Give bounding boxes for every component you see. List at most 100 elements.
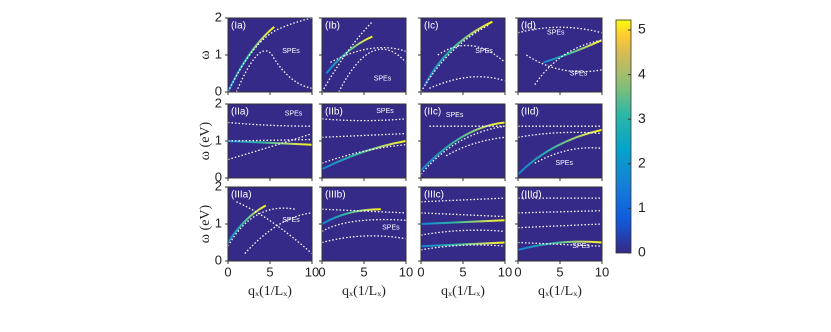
x-tick-label: 10	[399, 264, 413, 279]
spe-label: SPEs	[282, 48, 300, 55]
dotted-curve	[228, 123, 312, 127]
y-axis-label: ω (eV)	[198, 204, 213, 243]
dotted-curve	[228, 208, 295, 246]
panel-label: (Id)	[521, 21, 536, 32]
x-axis-label: qₓ(1/Lₓ)	[342, 284, 386, 299]
dotted-curve	[322, 119, 406, 121]
panel-curves	[228, 123, 312, 160]
mode-curve	[228, 141, 312, 145]
dotted-curve	[322, 236, 406, 243]
mode-curve	[421, 220, 505, 224]
colorbar-tick-label: 2	[638, 155, 646, 171]
x-tick-label: 10	[498, 264, 512, 279]
y-tick-label: 1	[215, 46, 222, 61]
x-tick-label: 5	[556, 264, 563, 279]
dotted-curve	[421, 245, 505, 250]
dotted-curve	[535, 148, 602, 163]
dotted-curve	[518, 132, 602, 137]
spe-label: SPEs	[282, 217, 300, 224]
x-axis-label: qₓ(1/Lₓ)	[248, 284, 292, 299]
panel-label: (IIc)	[424, 107, 441, 118]
x-tick-label: 5	[266, 264, 273, 279]
mode-curve	[228, 27, 274, 92]
mode-curve	[518, 242, 602, 250]
dotted-curve	[322, 134, 406, 138]
x-tick-label: 0	[514, 264, 521, 279]
panel-label: (IIIb)	[325, 190, 346, 201]
x-tick-label: 5	[360, 264, 367, 279]
panel-curves	[518, 126, 602, 174]
panel-curves	[322, 22, 406, 92]
mode-curve	[326, 37, 372, 74]
y-tick-label: 0	[215, 252, 222, 267]
spe-label: SPEs	[446, 112, 464, 119]
dotted-curve	[518, 243, 602, 247]
spe-label: SPEs	[570, 70, 588, 77]
mode-curve	[421, 243, 505, 247]
dotted-curve	[421, 213, 505, 217]
dotted-curve	[322, 209, 406, 213]
colorbar-tick-label: 5	[638, 21, 646, 37]
colorbar-tick-label: 3	[638, 110, 646, 126]
dotted-curve	[228, 18, 312, 92]
panel-label: (Ia)	[231, 21, 246, 32]
x-tick-label: 5	[459, 264, 466, 279]
panel-label: (Ic)	[424, 21, 438, 32]
heatmap-panel	[421, 18, 505, 92]
panel-label: (IId)	[521, 107, 539, 118]
panel-curves	[518, 198, 602, 250]
mode-curve	[228, 206, 266, 243]
dotted-curve	[339, 49, 406, 92]
mode-curve	[322, 209, 381, 224]
x-axis-label: qₓ(1/Lₓ)	[538, 284, 582, 299]
panel-label: (IIIa)	[231, 190, 252, 201]
x-tick-label: 0	[224, 264, 231, 279]
dotted-curve	[322, 145, 406, 164]
mode-curve	[322, 141, 406, 169]
mode-curve	[425, 22, 492, 85]
panel-label: (IIId)	[521, 190, 542, 201]
panel-curves	[421, 123, 505, 175]
dotted-curve	[236, 51, 312, 92]
y-tick-label: 0	[215, 169, 222, 184]
mode-curve	[543, 40, 602, 62]
colorbar	[615, 19, 632, 254]
panel-label: (IIb)	[325, 107, 343, 118]
dotted-curve	[526, 55, 602, 72]
y-tick-label: 1	[215, 215, 222, 230]
panel-label: (IIIc)	[424, 190, 444, 201]
dotted-curve	[330, 48, 406, 63]
x-axis-label: qₓ(1/Lₓ)	[441, 284, 485, 299]
dotted-curve	[429, 77, 505, 89]
spe-label: SPEs	[376, 108, 394, 115]
dotted-curve	[535, 40, 602, 84]
mode-curve	[421, 123, 505, 171]
y-tick-label: 0	[215, 83, 222, 98]
spe-label: SPEs	[547, 30, 565, 37]
dotted-curve	[518, 211, 602, 213]
dotted-curve	[421, 126, 505, 174]
panel-curves	[322, 209, 406, 242]
colorbar-tick-label: 0	[638, 244, 646, 260]
x-tick-label: 10	[305, 264, 319, 279]
colorbar-tick-label: 4	[638, 65, 646, 81]
x-tick-label: 0	[318, 264, 325, 279]
colorbar-tick-label: 1	[638, 199, 646, 215]
y-axis-label: ω (eV)	[198, 121, 213, 160]
dotted-curve	[446, 137, 505, 156]
panel-curves	[421, 22, 505, 92]
dotted-curve	[322, 220, 406, 232]
spe-label: SPEs	[555, 160, 573, 167]
x-tick-label: 10	[595, 264, 609, 279]
spe-label: SPEs	[475, 48, 493, 55]
dotted-curve	[421, 230, 505, 235]
heatmap-panel	[322, 187, 406, 261]
panel-curves	[228, 202, 312, 254]
y-tick-label: 1	[215, 132, 222, 147]
y-axis-label: ω	[198, 50, 213, 59]
spe-label: SPEs	[374, 76, 392, 83]
dotted-curve	[228, 140, 312, 141]
x-tick-label: 0	[417, 264, 424, 279]
spe-label: SPEs	[572, 243, 590, 250]
